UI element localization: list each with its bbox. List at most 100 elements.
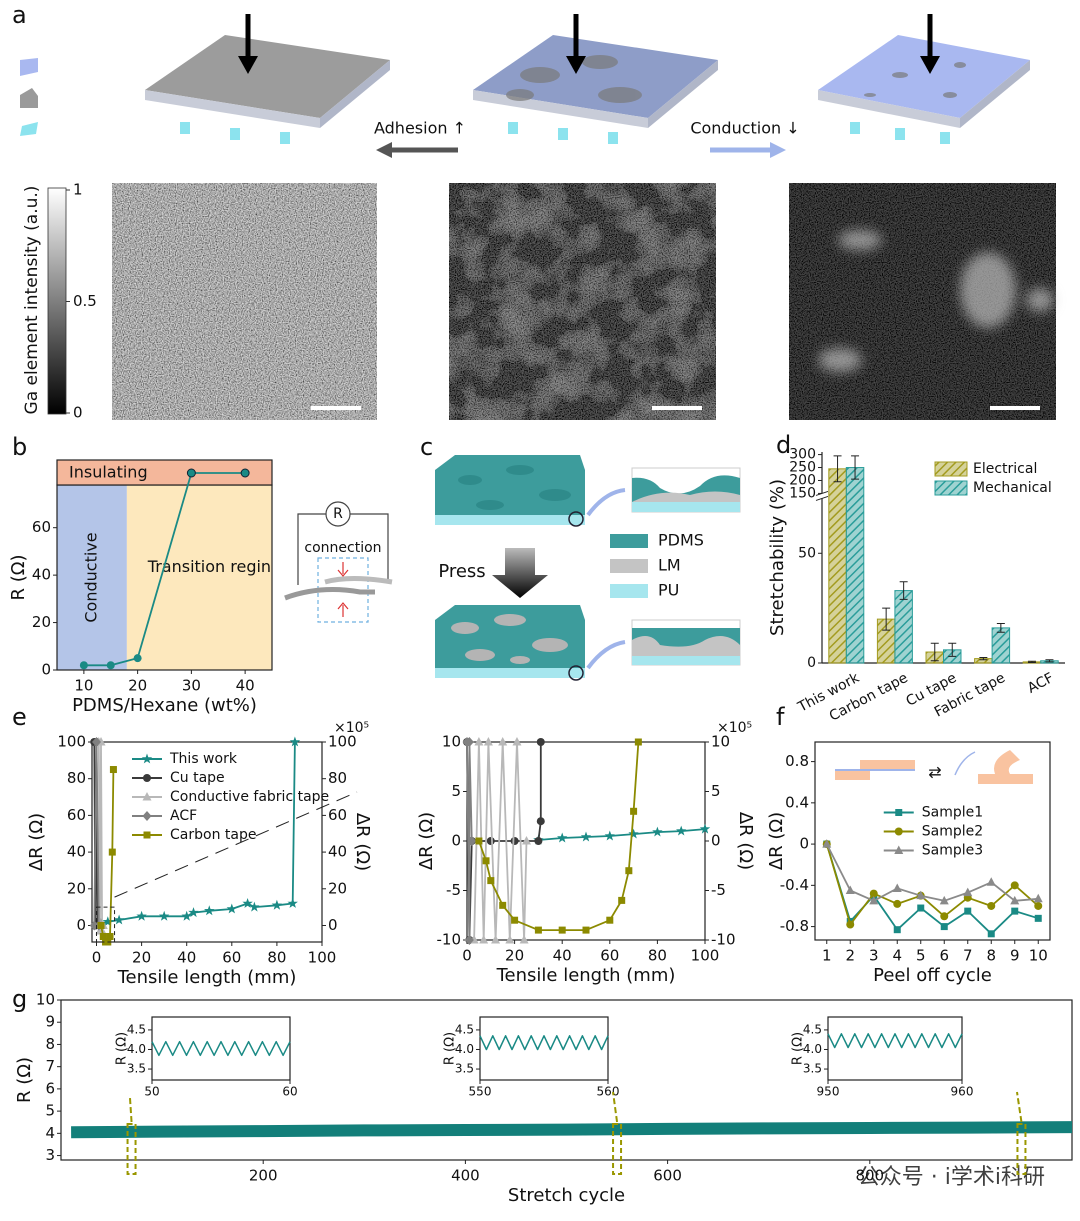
y-tick-label: 0: [41, 661, 51, 679]
connector: [136, 472, 193, 659]
y2-tick-label: 100: [328, 733, 357, 751]
x-tick-label: 80: [648, 947, 667, 965]
x-tick-label: 100: [691, 947, 720, 965]
legend-swatch: [610, 534, 648, 548]
marker: [136, 910, 147, 921]
marker: [894, 845, 904, 854]
panel-label: a: [12, 1, 27, 29]
marker: [141, 753, 153, 764]
y-tick-label: 9: [45, 1013, 55, 1031]
marker: [479, 935, 489, 944]
marker: [204, 905, 215, 916]
marker: [113, 914, 125, 925]
marker: [143, 831, 151, 839]
error-bar: [930, 642, 939, 662]
marker: [845, 885, 855, 894]
marker: [464, 737, 474, 747]
marker: [534, 837, 543, 845]
error-bar: [1027, 660, 1036, 664]
error-bar: [948, 642, 957, 657]
axis-break: [816, 493, 828, 499]
legend-label: This work: [169, 751, 238, 767]
marker: [106, 661, 115, 670]
marker: [582, 926, 590, 934]
zoom-box: [126, 1123, 137, 1175]
y-axis-label: R (Ω): [443, 1032, 458, 1065]
bar: [894, 590, 913, 664]
insulating-label: Insulating: [69, 463, 148, 482]
marker: [106, 932, 114, 940]
series-line: [151, 1040, 291, 1057]
marker: [846, 920, 855, 929]
marker: [1034, 914, 1042, 922]
legend-label: LM: [658, 556, 681, 575]
marker: [618, 896, 626, 904]
marker: [242, 898, 253, 908]
zoom-arrow: [129, 1097, 133, 1123]
zoom-box: [96, 906, 116, 943]
y-axis-label: R (Ω): [14, 1057, 35, 1103]
plot-frame: [60, 999, 1073, 1161]
marker: [893, 926, 901, 934]
y-tick-label: 0: [76, 916, 86, 934]
y-tick-label: -10: [437, 931, 462, 949]
y-tick-label: -0.4: [780, 876, 809, 894]
marker: [895, 809, 903, 816]
y-tick-label: 3.5: [803, 1062, 822, 1076]
y-tick-label: 10: [442, 733, 461, 751]
marker: [630, 807, 638, 815]
y-tick-label: 0: [451, 832, 461, 850]
error-bar: [979, 657, 988, 661]
y2-scale: ×10⁵: [334, 720, 369, 736]
zoom-box: [1016, 1123, 1027, 1175]
error-bar: [833, 455, 842, 483]
marker: [491, 935, 501, 944]
marker: [1010, 881, 1019, 890]
press-label: Press: [438, 561, 485, 582]
marker: [869, 889, 878, 898]
error-bar: [851, 455, 860, 480]
marker: [109, 766, 117, 774]
marker: [240, 468, 250, 478]
y-tick-label: 20: [67, 879, 86, 897]
y-tick-label: 4.0: [127, 1042, 146, 1056]
legend-label: Sample3: [922, 843, 983, 859]
x-tick-label: 60: [282, 1085, 297, 1099]
y-axis-label: ΔR (Ω): [416, 812, 437, 870]
y2-tick-label: 20: [328, 879, 347, 897]
schematic-a: [20, 14, 1030, 158]
zoom-arrow: [1016, 1091, 1023, 1123]
marker: [1034, 901, 1043, 910]
y-tick-label: -0.8: [780, 917, 809, 935]
series-line: [825, 843, 1039, 926]
marker: [558, 926, 566, 934]
y2-tick-label: 10: [711, 733, 730, 751]
x-tick-label: 40: [553, 947, 572, 965]
x-axis-label: Stretch cycle: [508, 1185, 625, 1206]
y-axis-label: R (Ω): [115, 1032, 130, 1065]
region-label: Transition regin: [147, 557, 271, 576]
y2-tick-label: 5: [711, 782, 721, 800]
legend-label: PU: [658, 581, 679, 600]
peel-schematic: ⇄: [835, 750, 1033, 784]
marker: [676, 825, 687, 836]
x-tick-label: 600: [653, 1167, 682, 1185]
x-tick-label: 950: [817, 1085, 840, 1099]
x-tick-label: 30: [182, 677, 201, 695]
legend-swatch: [934, 461, 968, 477]
x-tick-label: 1: [822, 947, 832, 965]
y-tick-label: 150: [789, 485, 816, 501]
x-tick-label: 50: [144, 1085, 159, 1099]
y-tick-label: 3.5: [455, 1062, 474, 1076]
legend-label: Carbon tape: [170, 827, 256, 843]
panel-label: f: [776, 703, 785, 731]
plot-frame: [827, 1016, 963, 1081]
x-tick-label: 550: [469, 1085, 492, 1099]
y-tick-label: 7: [45, 1057, 55, 1075]
marker: [519, 935, 529, 944]
x-tick-label: 9: [1010, 947, 1020, 965]
circuit-label: connection: [304, 540, 381, 556]
marker: [79, 661, 88, 670]
y-tick-label: 40: [32, 566, 51, 584]
